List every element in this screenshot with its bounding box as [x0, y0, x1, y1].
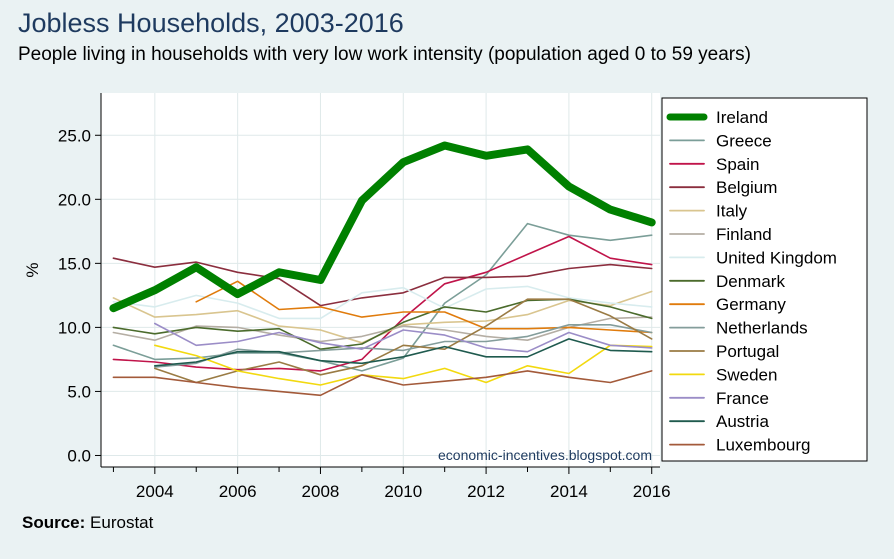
series-line-sweden — [154, 344, 653, 386]
series-line-luxembourg — [112, 370, 653, 397]
legend-label-france: France — [716, 389, 769, 408]
legend-label-belgium: Belgium — [716, 178, 777, 197]
line-chart: 0.0 5.0 10.0 15.0 20.0 25.0 2004 2006 2008 2010 20… — [23, 93, 868, 501]
series-line-france — [154, 322, 653, 353]
series-line-united-kingdom — [112, 285, 653, 320]
legend-box — [661, 97, 868, 462]
legend-label-portugal: Portugal — [716, 342, 779, 361]
chart-title: Jobless Households, 2003-2016 — [18, 8, 404, 38]
series-line-netherlands — [154, 324, 653, 368]
legend-label-greece: Greece — [716, 131, 772, 150]
y-tick-label: 20.0 — [58, 190, 91, 209]
watermark-text: economic-incentives.blogspot.com — [438, 447, 652, 463]
source-value: Eurostat — [90, 513, 154, 532]
legend-label-italy: Italy — [716, 202, 748, 221]
x-tick-label: 2012 — [467, 482, 505, 501]
series-line-finland — [112, 316, 653, 343]
series-line-belgium — [112, 257, 653, 307]
y-tick-label: 10.0 — [58, 318, 91, 337]
x-tick-label: 2006 — [219, 482, 257, 501]
legend-label-spain: Spain — [716, 155, 759, 174]
y-axis-label: % — [23, 262, 42, 277]
x-tick-label: 2016 — [633, 482, 671, 501]
legend: Ireland Greece Spain Belgium Italy Finland Uni… — [661, 97, 868, 462]
chart-subtitle: People living in households with very lo… — [18, 44, 751, 65]
legend-label-netherlands: Netherlands — [716, 319, 808, 338]
legend-label-luxembourg: Luxembourg — [716, 436, 811, 455]
legend-label-sweden: Sweden — [716, 365, 777, 384]
y-tick-label: 25.0 — [58, 126, 91, 145]
source-label: Source: — [22, 513, 86, 532]
series-line-ireland — [109, 141, 656, 313]
y-tick-label: 5.0 — [67, 382, 91, 401]
y-tick-label: 0.0 — [67, 446, 91, 465]
legend-label-germany: Germany — [716, 295, 786, 314]
legend-label-finland: Finland — [716, 225, 772, 244]
series-line-greece — [112, 222, 653, 372]
plot-background — [101, 93, 660, 467]
x-tick-label: 2004 — [136, 482, 174, 501]
x-tick-label: 2008 — [302, 482, 340, 501]
legend-label-denmark: Denmark — [716, 272, 785, 291]
legend-label-ireland: Ireland — [716, 108, 768, 127]
source-note: Source: Eurostat — [22, 513, 153, 533]
series-line-austria — [154, 338, 653, 367]
x-tick-label: 2010 — [384, 482, 422, 501]
y-tick-label: 15.0 — [58, 254, 91, 273]
series-line-germany — [195, 280, 653, 334]
plot-area: 0.0 5.0 10.0 15.0 20.0 25.0 2004 2006 2008 2010 20… — [23, 93, 671, 501]
legend-label-austria: Austria — [716, 412, 769, 431]
x-tick-label: 2014 — [550, 482, 588, 501]
legend-label-united-kingdom: United Kingdom — [716, 248, 837, 267]
